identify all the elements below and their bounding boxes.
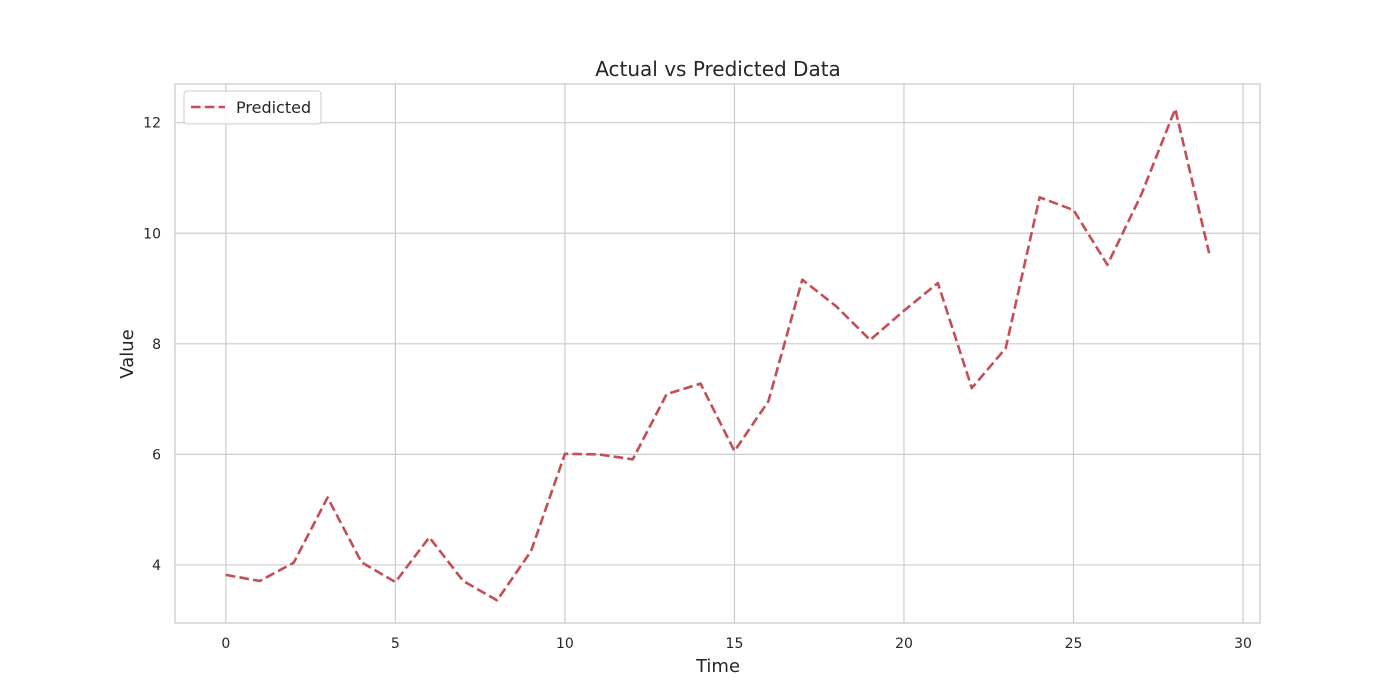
- legend: Predicted: [183, 90, 322, 125]
- x-tick-label: 5: [391, 636, 400, 652]
- x-tick-labels: 0 5 10 15 20 25 30: [221, 636, 1252, 652]
- y-tick-label: 4: [152, 558, 161, 574]
- y-tick-labels: 4 6 8 10 12: [143, 116, 161, 574]
- x-tick-label: 0: [221, 636, 230, 652]
- x-tick-label: 25: [1065, 636, 1083, 652]
- legend-box: [183, 90, 322, 125]
- x-tick-label: 30: [1234, 636, 1252, 652]
- x-axis-label: Time: [695, 656, 740, 677]
- series-layer: [225, 107, 1211, 602]
- y-tick-label: 12: [143, 116, 161, 132]
- x-tick-label: 15: [726, 636, 744, 652]
- plot-area-frame: [174, 83, 1261, 624]
- x-tick-label: 20: [895, 636, 913, 652]
- chart-title: Actual vs Predicted Data: [595, 57, 841, 81]
- y-tick-label: 10: [143, 226, 161, 242]
- grid-lines: [175, 84, 1260, 623]
- y-axis-label: Value: [117, 329, 138, 378]
- y-tick-label: 8: [152, 337, 161, 353]
- legend-label-predicted: Predicted: [236, 98, 311, 117]
- series-line-predicted: [225, 107, 1211, 602]
- y-tick-label: 6: [152, 447, 161, 463]
- x-tick-label: 10: [556, 636, 574, 652]
